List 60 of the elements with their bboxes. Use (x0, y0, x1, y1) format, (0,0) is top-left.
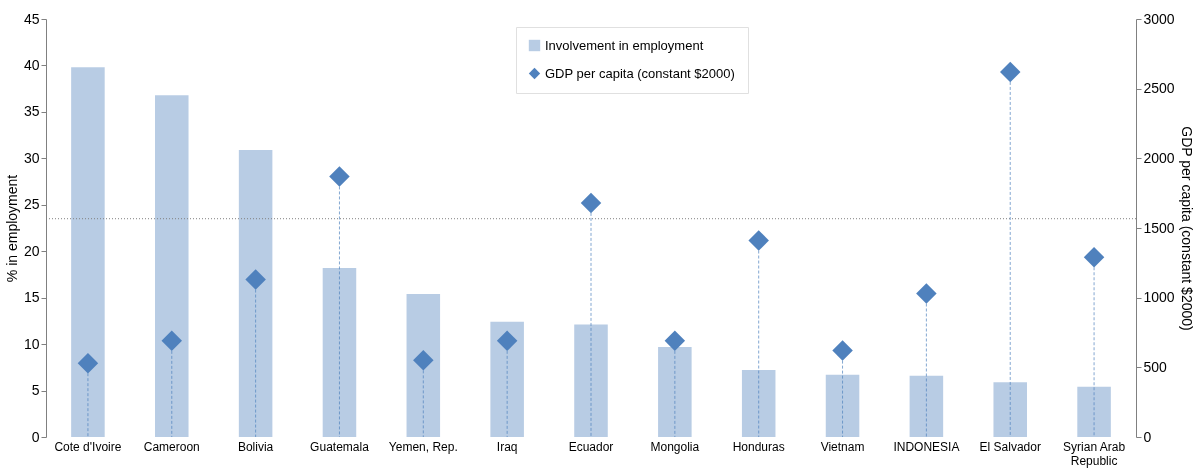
y-tick-label: 10 (23, 335, 40, 352)
bar (993, 382, 1027, 437)
bar (71, 67, 105, 437)
bar (406, 293, 441, 437)
bar (322, 267, 357, 437)
y-tick-label: 5 (31, 382, 40, 399)
y-tick-label: 0 (31, 428, 40, 445)
x-tick-label: Cameroon (143, 439, 200, 454)
bar (909, 375, 944, 437)
bar (658, 346, 692, 437)
bar (825, 374, 860, 437)
x-tick-label: El Salvador (979, 439, 1041, 454)
y-tick-label: 40 (23, 56, 40, 73)
y2-axis-title: GDP per capita (constant $2000) (1178, 126, 1195, 331)
y2-tick-label: 1500 (1143, 219, 1175, 236)
point (496, 330, 518, 352)
point (161, 330, 183, 352)
point (413, 350, 434, 371)
y2-tick-label: 2500 (1143, 80, 1175, 97)
x-tick-label: Cote d'Ivoire (54, 439, 122, 454)
legend-label: GDP per capita (constant $2000) (545, 65, 735, 81)
y-tick-label: 25 (23, 196, 40, 213)
point (916, 283, 937, 304)
y-tick-label: 45 (23, 10, 40, 27)
point (748, 230, 769, 251)
point (1083, 247, 1105, 268)
y2-tick-label: 2000 (1143, 149, 1175, 166)
bar (741, 370, 776, 437)
x-tick-label: Iraq (496, 439, 518, 454)
x-tick-label: Bolivia (237, 439, 274, 454)
y2-tick-label: 500 (1143, 358, 1168, 375)
point (329, 166, 350, 187)
x-tick-label: Vietnam (820, 439, 865, 454)
point (77, 352, 99, 374)
y-tick-label: 20 (23, 242, 40, 259)
x-tick-label: Mongolia (650, 439, 700, 454)
point (580, 192, 602, 214)
y2-tick-label: 0 (1143, 428, 1152, 445)
bar (1077, 386, 1111, 437)
x-tick-label: Yemen, Rep. (388, 439, 458, 454)
legend-label: Involvement in employment (545, 37, 704, 53)
y2-tick-label: 3000 (1143, 10, 1175, 27)
y-tick-label: 35 (23, 103, 40, 120)
y-axis-title: % in employment (3, 174, 20, 283)
bar (155, 95, 189, 437)
y2-tick-label: 1000 (1143, 289, 1175, 306)
bar (574, 324, 608, 437)
x-tick-label: Ecuador (568, 439, 614, 454)
bar (238, 149, 273, 437)
y-tick-label: 15 (23, 289, 40, 306)
x-tick-label: Guatemala (310, 439, 370, 454)
y-tick-label: 30 (23, 149, 40, 166)
point (999, 61, 1021, 83)
point (664, 330, 686, 352)
point (832, 340, 853, 361)
bar (490, 321, 524, 437)
x-tick-label: Honduras (732, 439, 785, 454)
x-tick-label: Syrian Arab Republic (1063, 439, 1126, 468)
x-tick-label: INDONESIA (893, 439, 960, 454)
point (245, 269, 266, 290)
